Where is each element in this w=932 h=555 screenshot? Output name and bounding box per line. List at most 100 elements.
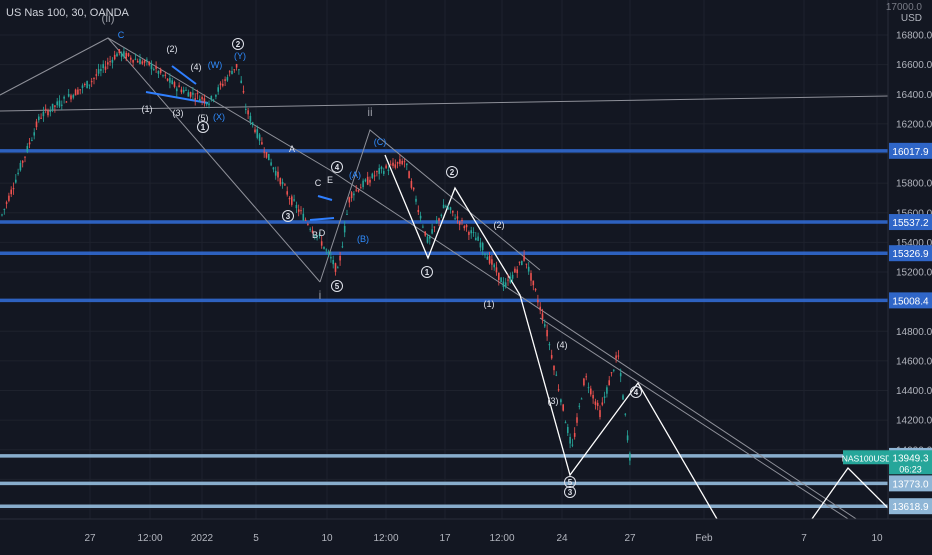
candle-body [141,61,144,64]
candle [343,221,346,238]
time-axis-bg [0,519,932,550]
candle [63,95,65,104]
candle [95,68,98,80]
candle-body [19,162,22,171]
level-price-label: 13618.9 [892,502,929,513]
candle [470,226,472,239]
wave-label-circle [421,266,433,278]
candle-body [182,90,185,93]
candle [500,276,502,283]
candle [235,63,238,71]
candle [562,403,564,412]
candle [109,55,111,66]
candle-body [560,399,562,403]
candle [601,397,604,407]
candle [311,226,314,234]
candle [468,230,470,241]
candle [334,262,337,276]
candle [24,156,26,163]
candle [261,137,263,145]
candle-body [107,62,109,65]
candle-body [323,246,325,249]
candle-body [194,98,196,100]
countdown-label: 06:23 [899,464,922,474]
candle-body [449,207,452,210]
candle-body [394,164,397,168]
candle [201,95,203,105]
candle [587,382,590,394]
candle [576,413,578,427]
candle [541,308,544,324]
candle [403,158,406,168]
candle-body [481,243,484,250]
candle [461,217,463,226]
candle [337,265,339,269]
candle [320,235,323,249]
candle [153,67,155,71]
candle [5,200,8,209]
candle-body [539,306,541,311]
candle [74,88,77,96]
candle-body [617,355,620,357]
trendline-horizontal [0,95,889,112]
candle [376,170,378,177]
wave-label-circle [331,280,343,292]
candle-body [488,256,491,264]
trendline-a [107,37,321,283]
candle [139,53,141,65]
candle-body [465,224,468,228]
candle [426,233,429,244]
candle-body [422,226,424,228]
candle-body [325,249,328,251]
x-tick-label: 2022 [191,533,214,544]
candle [21,159,24,168]
candle-body [550,355,553,359]
candle-body [502,281,505,287]
candle [569,433,571,449]
trendline-b [319,129,541,283]
candle-body [123,51,125,57]
candle [534,288,537,292]
candle [509,272,512,284]
candle-body [576,417,578,423]
candle-body [426,236,429,243]
candle [449,206,452,214]
candle [463,224,466,231]
candle [141,59,144,66]
candle [412,187,415,192]
candle-body [507,279,509,281]
candle [281,178,284,189]
candle-body [281,181,284,185]
wave-label: 5 [568,478,573,487]
candle-body [15,179,17,183]
level-price-tag [889,142,932,159]
candle [26,143,29,154]
candle-body [97,69,100,74]
wave-label: 3 [286,212,291,221]
candle-body [373,175,376,177]
candle-body [599,410,601,418]
candle [560,398,562,406]
candle-body [164,74,167,76]
candle-body [8,195,10,201]
candle-body [339,255,341,261]
candle [527,262,530,275]
candle [546,324,548,341]
candle [3,208,6,215]
candle-body [166,78,169,81]
candle [610,372,613,377]
candle [514,266,516,273]
candle [215,94,217,100]
candle [518,261,521,266]
candle-body [146,59,148,61]
candle [113,50,116,61]
price-scale-header: 17000.0 USD [886,2,922,24]
candle-body [562,404,564,411]
candle-body [337,267,339,269]
candle-body [435,221,438,223]
candle [120,51,123,62]
candle [493,263,495,271]
candle [40,113,42,119]
